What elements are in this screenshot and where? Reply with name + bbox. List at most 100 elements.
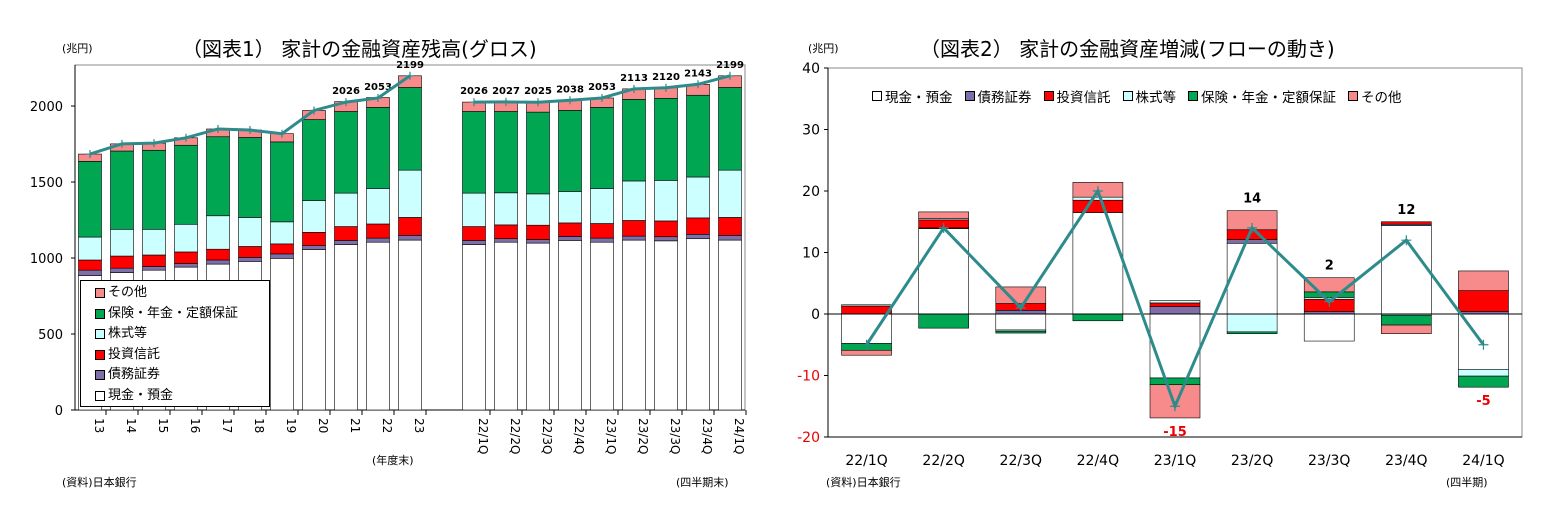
chart1-total-marker [630, 84, 638, 93]
chart1-legend-item: 現金・預金 [95, 386, 269, 407]
chart1-total-marker [374, 93, 382, 102]
chart1-bar-segment [174, 251, 198, 264]
chart2-total-marker [1401, 235, 1412, 246]
chart2-total-marker [1324, 296, 1335, 307]
chart1-bar-segment [558, 222, 582, 237]
legend-swatch [872, 91, 882, 101]
chart2-legend-item: 保険・年金・定額保証 [1188, 86, 1336, 106]
chart1-data-label: 2053 [588, 82, 616, 93]
chart2-total-marker [1247, 222, 1258, 233]
chart1-legend-item: 株式等 [95, 324, 269, 345]
chart2-bar-segment [1072, 196, 1124, 201]
chart2-total-marker [1170, 401, 1180, 412]
chart2-legend-item: 投資信託 [1043, 86, 1111, 106]
chart2-x-tick-label: 23/1Q [1154, 453, 1196, 469]
chart1-bar-segment [494, 241, 518, 411]
chart1-x-tick-label: 23/1Q [604, 418, 618, 454]
chart1-bar-segment [302, 249, 326, 411]
chart1-bar-segment [590, 107, 614, 189]
chart1-bar-segment [334, 192, 358, 227]
chart1-bar-segment [718, 217, 742, 236]
chart1-total-marker [662, 83, 670, 92]
chart1-total-marker [502, 97, 510, 106]
chart1-bar-segment [526, 111, 550, 195]
chart1-bar-segment [622, 99, 646, 182]
chart1-data-label: 2026 [332, 86, 360, 97]
legend-swatch [1043, 91, 1054, 101]
chart1-bar-segment [366, 188, 390, 225]
chart1-legend-item: 債務証券 [95, 365, 269, 386]
chart1-bar-segment [398, 217, 422, 236]
chart2-legend-item: 債務証券 [964, 86, 1032, 106]
chart2-x-tick-label: 23/4Q [1385, 453, 1427, 469]
chart2-y-tick-label: 20 [802, 184, 820, 200]
legend-swatch [95, 308, 105, 319]
chart1-bar-segment [398, 239, 422, 411]
chart1-x-tick-label: 22/3Q [540, 418, 554, 454]
chart1-total-marker [342, 98, 350, 107]
chart1-bar-segment [78, 269, 102, 276]
chart1-x-tick-label: 23/4Q [700, 418, 714, 454]
chart2-bar-segment [1303, 313, 1355, 342]
chart2-bar-segment [1458, 290, 1509, 312]
legend-swatch [1188, 91, 1198, 101]
chart1-bar-segment [110, 255, 134, 269]
chart2-data-label: -15 [1163, 425, 1187, 440]
chart1-bar-segment [238, 137, 262, 218]
chart1-bar-segment [174, 144, 198, 225]
chart2-bar-segment [1458, 375, 1509, 388]
chart1-bar-segment [558, 110, 582, 192]
chart1-data-label: 2027 [492, 86, 520, 97]
chart1-bar-segment [590, 241, 614, 411]
chart1-bar-segment [718, 239, 742, 411]
chart2-bar-segment [1072, 199, 1124, 213]
chart2-legend-item: 株式等 [1122, 86, 1176, 106]
chart2-bar-segment [1226, 313, 1278, 333]
chart2-bar-segment [1149, 377, 1201, 386]
chart1-total-marker [470, 98, 478, 107]
chart1-data-label: 2120 [652, 72, 680, 83]
chart2-source: (資料)日本銀行 [826, 476, 901, 489]
chart1-x-tick-label: 19 [284, 418, 298, 433]
chart1-bar-segment [398, 169, 422, 218]
chart1-x-tick-label: 24/1Q [732, 418, 746, 454]
chart1-x-tick-label: 23 [412, 418, 426, 433]
chart1-bar-segment [206, 259, 230, 265]
chart1-bar-segment [366, 237, 390, 243]
chart1-bar-segment [174, 263, 198, 268]
chart2-data-label: -5 [1476, 394, 1490, 409]
chart1-x-tick-label: 18 [252, 418, 266, 433]
chart1-x-tick-label: 13 [92, 418, 106, 433]
chart1-bar-segment [206, 248, 230, 261]
chart1-x-tick-label: 16 [188, 418, 202, 433]
chart1-bar-segment [590, 237, 614, 243]
chart1-total-marker [86, 150, 94, 159]
chart1-legend-item: 保険・年金・定額保証 [95, 304, 269, 325]
chart1-bar-segment [558, 191, 582, 224]
chart1-bar-segment [302, 232, 326, 246]
chart2-bar-segment [1303, 291, 1355, 298]
chart1-bar-segment [654, 236, 678, 242]
legend-swatch [1122, 91, 1133, 101]
chart1-bar-segment [366, 241, 390, 411]
chart1-y-unit: (兆円) [62, 42, 93, 55]
chart1-bar-segment [334, 244, 358, 411]
chart2-bar-segment [1226, 242, 1278, 315]
chart1-bar-segment [558, 236, 582, 241]
chart1-x-tick-label: 22/2Q [508, 418, 522, 454]
chart2-bar-segment [1149, 306, 1201, 315]
chart2-y-unit: (兆円) [808, 42, 839, 55]
chart1-x-tick-label: 17 [220, 418, 234, 433]
chart1-bar-segment [270, 258, 294, 411]
chart1-bar-segment [334, 111, 358, 194]
chart2-x-tick-label: 24/1Q [1462, 453, 1504, 469]
chart1-bar-segment [718, 87, 742, 171]
chart1-x-tick-label: 14 [124, 418, 138, 433]
chart2-x-tick-label: 22/4Q [1077, 453, 1119, 469]
chart2-y-tick-label: 10 [802, 246, 820, 262]
chart1-bar-segment [494, 111, 518, 194]
legend-label: 投資信託 [108, 346, 161, 362]
chart1-total-marker [726, 71, 734, 80]
chart1-bar-segment [494, 238, 518, 243]
chart1-bar-segment [462, 192, 486, 227]
